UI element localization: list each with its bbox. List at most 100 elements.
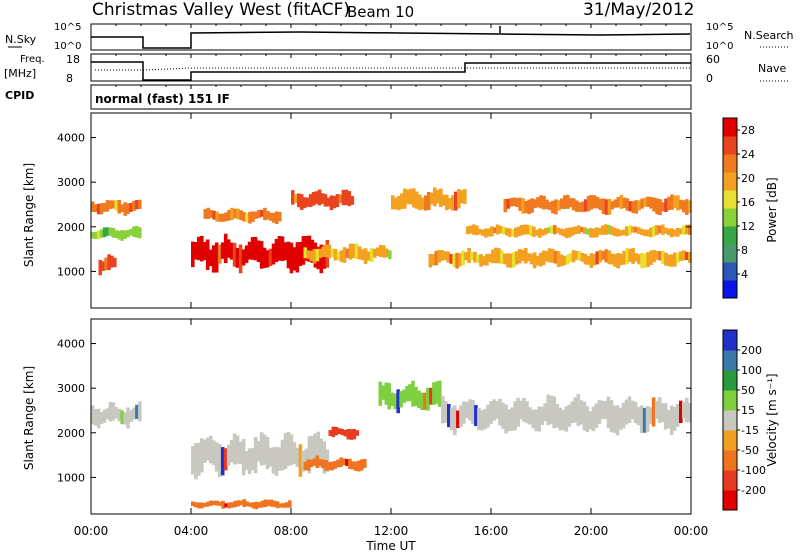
data-cell (517, 226, 521, 237)
data-cell (559, 254, 564, 267)
data-cell (278, 503, 283, 508)
data-cell (652, 249, 656, 263)
data-cell (248, 211, 252, 224)
data-cell (470, 251, 474, 260)
data-cell (336, 251, 341, 261)
data-cell (211, 245, 216, 273)
data-cell (324, 460, 328, 471)
data-cell (295, 242, 300, 273)
data-cell (307, 436, 312, 474)
data-cell (123, 412, 127, 425)
data-cell (191, 446, 195, 475)
y-tick-label: 1000 (57, 265, 85, 278)
data-cell (242, 499, 247, 507)
data-cell (465, 401, 469, 418)
data-cell (257, 209, 261, 218)
data-cell (594, 403, 599, 428)
data-cell (308, 194, 313, 208)
data-cell (663, 403, 668, 430)
data-cell (526, 253, 531, 262)
data-cell (595, 227, 599, 238)
colorbar-swatch (723, 244, 737, 263)
data-cell (91, 232, 95, 239)
data-cell (327, 244, 332, 258)
data-cell (607, 250, 612, 265)
data-cell (511, 229, 515, 237)
colorbar-tick-label: 200 (741, 344, 762, 357)
data-cell (583, 253, 588, 265)
data-cell (509, 253, 513, 268)
data-cell (568, 227, 572, 238)
data-cell (640, 198, 644, 209)
data-cell (667, 196, 671, 211)
data-cell (586, 256, 591, 265)
data-cell (460, 190, 464, 204)
data-cell (323, 194, 328, 207)
data-cell (660, 403, 665, 423)
data-cell (355, 430, 360, 436)
data-cell (254, 501, 259, 510)
data-cell (682, 200, 686, 213)
colorbar-swatch (723, 450, 737, 471)
data-cell (357, 460, 361, 472)
data-cell (417, 390, 421, 409)
colorbar-tick-label: 4 (741, 268, 748, 281)
data-cell (98, 259, 102, 276)
data-cell (241, 249, 246, 266)
data-cell (233, 500, 237, 508)
data-cell (539, 195, 543, 209)
data-cell (506, 198, 511, 209)
data-cell (105, 408, 110, 420)
data-cell (586, 195, 591, 212)
data-cell (105, 200, 110, 212)
data-cell (322, 441, 327, 474)
data-cell (292, 442, 297, 465)
data-cell (507, 409, 511, 432)
data-cell (384, 382, 389, 405)
data-cell (461, 250, 465, 266)
data-cell (577, 202, 582, 212)
colorbar-tick-label: 24 (741, 148, 755, 161)
nave-tick-bottom: 0 (706, 72, 713, 85)
data-cell (114, 200, 118, 211)
data-cell (643, 229, 647, 237)
data-cell (453, 405, 457, 436)
data-cell (208, 435, 213, 464)
data-cell (120, 230, 124, 241)
data-cell (446, 251, 450, 263)
data-cell (549, 395, 553, 425)
data-cell (414, 386, 418, 407)
data-cell (457, 189, 461, 209)
data-cell (609, 400, 614, 433)
data-cell (613, 199, 618, 208)
velocity-feature (303, 455, 367, 472)
data-cell (203, 502, 207, 507)
colorbar-swatch (723, 490, 737, 511)
data-cell (403, 188, 407, 209)
data-cell (586, 228, 590, 235)
data-cell (215, 500, 219, 506)
velocity-feature (378, 380, 442, 414)
data-cell (324, 244, 329, 258)
data-cell (253, 437, 258, 474)
data-cell (339, 457, 343, 467)
data-cell (634, 200, 639, 214)
data-cell (96, 230, 101, 240)
data-cell (556, 227, 560, 234)
data-cell (286, 241, 291, 269)
data-cell (637, 254, 641, 265)
data-cell (633, 401, 638, 424)
data-cell (480, 410, 484, 431)
data-cell (646, 252, 650, 267)
data-cell (462, 401, 466, 424)
data-cell (205, 239, 210, 270)
power-feature (466, 224, 692, 239)
data-cell (102, 227, 107, 238)
data-cell (320, 193, 325, 204)
data-cell (126, 203, 130, 215)
data-cell (328, 430, 333, 436)
data-cell (625, 198, 630, 211)
data-cell (191, 501, 195, 507)
data-cell (135, 200, 139, 210)
